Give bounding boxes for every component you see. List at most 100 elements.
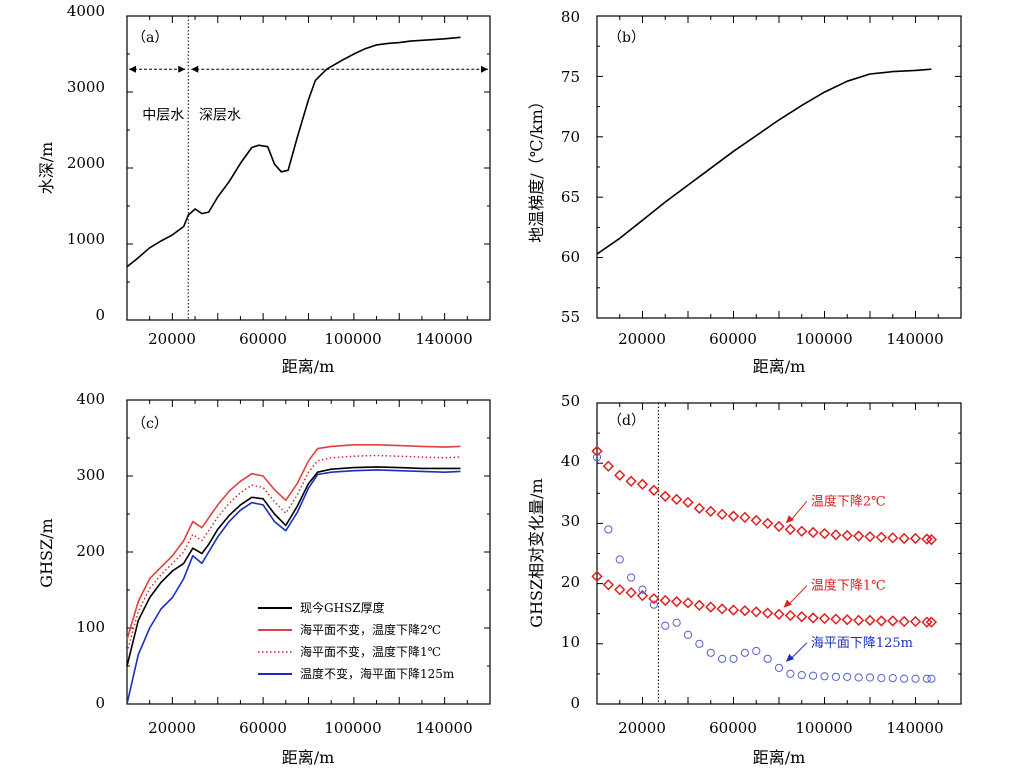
data-point-circle [695,639,704,648]
data-point-diamond [625,586,637,599]
panel-label: （d） [608,413,645,429]
data-point-circle [752,646,761,656]
y-tick-label: 2000 [67,154,105,172]
y-axis-title: GHSZ相对变化量/m [527,478,546,627]
data-point-diamond [909,615,922,628]
data-point-circle [615,555,624,564]
arrow-head [481,65,488,73]
x-axis-title: 距离/m [753,748,806,767]
data-point-diamond [670,595,683,608]
data-point-diamond [727,510,740,522]
y-tick-label: 0 [570,694,580,712]
y-tick-label: 300 [76,466,105,484]
x-tick-label: 100000 [795,330,852,348]
y-axis-title: 地温梯度/（℃/km） [527,93,546,243]
x-tick-label: 100000 [795,719,852,737]
y-tick-label: 4000 [67,2,105,20]
region-label: 中层水 [142,107,184,123]
data-point-diamond [925,533,938,546]
y-tick-label: 75 [561,68,580,86]
data-point-diamond [830,529,842,541]
data-point-diamond [773,608,785,620]
data-point-circle [797,671,806,680]
data-point-circle [638,585,647,594]
data-point-diamond [875,615,888,627]
data-point-diamond [602,579,615,591]
annotation-arrow-head [783,599,792,608]
data-point-circle [661,621,670,630]
legend-label: 温度不变，海平面下降125m [300,666,455,681]
series-line-0 [126,36,461,268]
y-tick-label: 65 [561,188,580,206]
data-point-diamond [693,502,706,515]
panel-b: 55 60 65 70 75 80 20000 60000 100000 140… [527,8,962,376]
data-point-diamond [648,592,660,605]
data-point-diamond [761,607,774,619]
data-point-diamond [636,478,649,490]
data-point-diamond [796,525,808,537]
panel-label: （b） [608,30,645,46]
data-point-diamond [773,520,785,533]
data-point-diamond [693,599,706,611]
plot-frame [126,15,491,321]
data-point-diamond [648,484,660,496]
panel-d: 0 10 20 30 40 50 20000 60000 100000 1400… [527,392,962,767]
data-point-diamond [761,517,774,530]
annotation-arrow [787,585,808,607]
annotation-arrow-head [785,515,794,524]
data-point-diamond [818,612,831,625]
y-tick-label: 100 [76,618,105,636]
annotation-label: 海平面下降125m [811,636,913,651]
data-point-circle [774,663,784,672]
x-tick-label: 140000 [886,719,943,737]
data-point-diamond [864,614,876,626]
data-point-circle [706,648,715,657]
x-axis-title: 距离/m [753,357,806,376]
x-tick-label: 100000 [324,330,381,348]
y-axis-title: GHSZ/m [37,518,56,587]
data-point-diamond [750,606,762,618]
series-line-0 [126,466,461,667]
data-point-diamond [705,505,717,518]
data-point-circle [831,672,840,682]
series-line-3 [126,469,461,705]
data-point-diamond [716,508,728,521]
x-tick-label: 140000 [886,330,943,348]
data-point-circle [820,672,829,681]
data-point-diamond [682,496,694,508]
legend-label: 现今GHSZ厚度 [300,600,385,615]
data-point-circle [911,674,920,683]
data-point-circle [763,654,772,663]
data-point-diamond [614,583,626,596]
y-tick-label: 10 [561,633,580,651]
data-point-circle [900,674,909,683]
legend-label: 海平面不变，温度下降2℃ [300,622,441,637]
data-point-diamond [875,531,888,543]
data-point-circle [604,525,613,534]
x-tick-label: 60000 [709,330,757,348]
y-tick-label: 400 [76,390,105,408]
data-point-circle [672,618,681,627]
data-point-diamond [591,445,603,457]
data-point-diamond [636,589,649,602]
data-point-diamond [925,616,938,628]
data-point-circle [877,674,886,683]
x-axis-title: 距离/m [282,357,335,376]
plot-frame [596,402,962,705]
data-point-circle [592,453,602,462]
panel-label: （a） [132,30,168,46]
data-point-diamond [807,612,819,624]
data-point-circle [649,600,658,609]
data-point-diamond [591,570,603,583]
y-tick-label: 80 [561,8,580,26]
data-point-diamond [887,532,899,544]
data-point-diamond [727,604,740,616]
y-tick-label: 60 [561,248,580,266]
data-point-diamond [887,615,899,627]
annotation-arrow-head [785,653,795,662]
y-tick-label: 200 [76,542,105,560]
data-point-diamond [852,530,865,542]
series-line-1 [126,443,461,640]
panel-a: 0 1000 2000 3000 4000 20000 60000 100000… [37,2,491,376]
